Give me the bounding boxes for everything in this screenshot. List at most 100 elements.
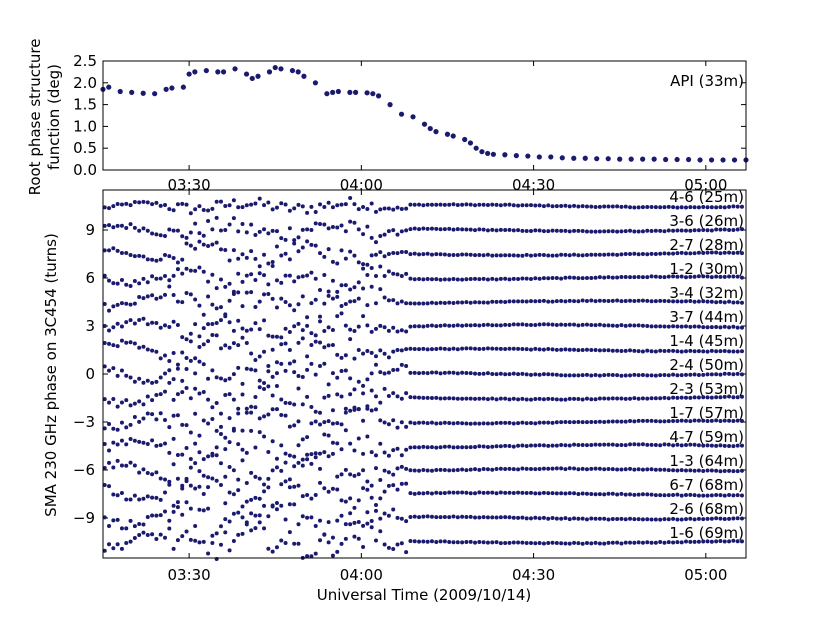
bottom-point [714,468,719,473]
bottom-point [425,323,430,328]
bottom-point [115,373,120,378]
bottom-point [722,205,727,210]
bottom-point [658,443,663,448]
bottom-point [309,301,314,306]
bottom-point [236,205,241,210]
bottom-point [537,203,542,208]
bottom-point [584,204,589,209]
bottom-point [485,371,490,376]
bottom-point [210,272,215,277]
bottom-point [309,242,314,247]
bottom-point [206,376,211,381]
bottom-point [167,526,172,531]
bottom-point [361,351,366,356]
bottom-point [688,468,693,473]
bottom-point [447,444,452,449]
bottom-point [498,253,503,258]
bottom-point [365,487,370,492]
bottom-point [541,347,546,352]
bottom-point [636,540,641,545]
bottom-point [460,396,465,401]
bottom-point [645,275,650,280]
bottom-point [391,507,396,512]
bottom-point [477,515,482,520]
bottom-point [503,515,508,520]
bottom-point [602,396,607,401]
bottom-point [628,516,633,521]
bottom-point [653,419,658,424]
bottom-point [137,200,142,205]
bottom-point [119,223,124,228]
bottom-point [464,323,469,328]
bottom-point [231,291,236,296]
bottom-point [606,229,611,234]
bottom-point [735,539,740,544]
bottom-point [537,467,542,472]
bottom-point [567,347,572,352]
bottom-point [128,403,133,408]
bottom-point [455,347,460,352]
bottom-point [606,299,611,304]
bottom-point [477,371,482,376]
bottom-point [567,373,572,378]
bottom-point [296,460,301,465]
bottom-point [688,492,693,497]
bottom-point [124,301,129,306]
bottom-point [309,452,314,457]
bottom-point [201,242,206,247]
bottom-point [464,490,469,495]
bottom-point [541,541,546,546]
bottom-point [404,271,409,276]
bottom-point [615,275,620,280]
bottom-point [447,396,452,401]
bottom-point [287,530,292,535]
bottom-point [330,278,335,283]
bottom-point [193,207,198,212]
bottom-point [163,233,168,238]
bottom-point [421,491,426,496]
bottom-point [391,251,396,256]
bottom-point [369,266,374,271]
bottom-point [167,368,172,373]
bottom-point [528,466,533,471]
bottom-point [154,232,159,237]
bottom-point [688,228,693,233]
bottom-point [266,364,271,369]
bottom-point [378,233,383,238]
bottom-point [671,348,676,353]
bottom-point [270,334,275,339]
bottom-point [559,252,564,257]
bottom-point [158,443,163,448]
bottom-point [528,372,533,377]
bottom-point [671,443,676,448]
bottom-point [373,466,378,471]
bottom-point [481,346,486,351]
bottom-point [455,203,460,208]
bottom-point [563,252,568,257]
bottom-point [684,468,689,473]
bottom-point [240,447,245,452]
bottom-xtick-label: 04:30 [512,566,555,584]
bottom-point [279,236,284,241]
bottom-point [567,229,572,234]
bottom-point [111,325,116,330]
bottom-point [145,294,150,299]
bottom-point [511,421,516,426]
bottom-point [735,443,740,448]
top-point [215,69,221,75]
bottom-point [524,541,529,546]
bottom-point [541,490,546,495]
bottom-point [395,425,400,430]
bottom-point [175,299,180,304]
bottom-point [300,494,305,499]
bottom-point [731,349,736,354]
bottom-point [262,203,267,208]
bottom-point [365,206,370,211]
top-point [427,125,433,132]
bottom-point [473,346,478,351]
bottom-point [322,395,327,400]
top-point [450,133,456,139]
bottom-point [188,211,193,216]
bottom-point [335,421,340,426]
bottom-point [171,413,176,418]
